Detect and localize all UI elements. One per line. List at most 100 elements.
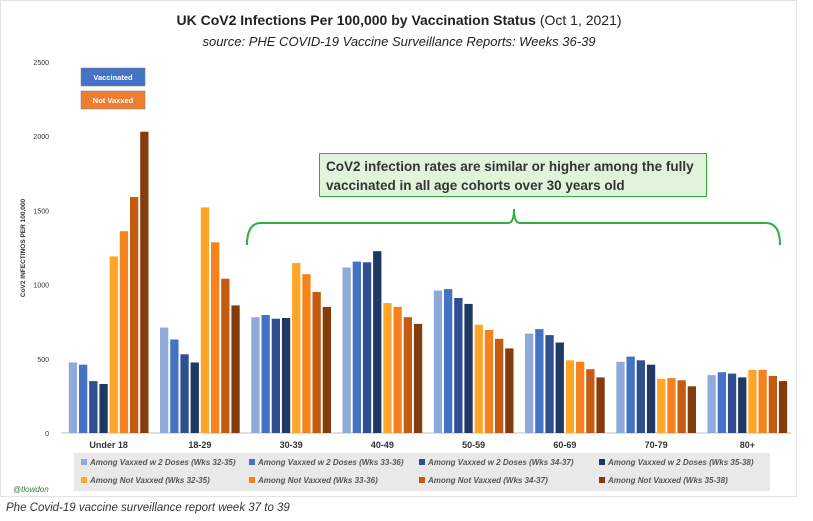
legend-swatch (81, 459, 87, 465)
inset-legend-label: Vaccinated (93, 73, 133, 82)
bar (352, 261, 361, 433)
bar (586, 369, 595, 433)
chart-svg: UK CoV2 Infections Per 100,000 by Vaccin… (20, 12, 791, 491)
x-tick-label: Under 18 (89, 440, 128, 450)
bar (474, 324, 483, 433)
bar (616, 361, 625, 433)
bar (707, 375, 716, 433)
bar (281, 318, 291, 433)
x-tick-label: 18-29 (188, 440, 211, 450)
bar (433, 290, 443, 433)
y-tick-label: 1500 (33, 208, 49, 215)
x-tick-label: 40-49 (371, 440, 394, 450)
bar (109, 256, 118, 433)
bar (657, 378, 666, 433)
image-caption: Phe Covid-19 vaccine surveillance report… (6, 502, 290, 514)
chart-title: UK CoV2 Infections Per 100,000 by Vaccin… (176, 12, 621, 28)
bar (454, 298, 463, 433)
chart-subtitle: source: PHE COVID-19 Vaccine Surveillanc… (202, 34, 595, 49)
bar (160, 327, 169, 433)
x-tick-label: 70-79 (645, 440, 668, 450)
bar (555, 342, 564, 433)
bar (545, 335, 554, 433)
x-tick-label: 80+ (740, 440, 755, 450)
bar (687, 386, 696, 433)
x-tick-label: 30-39 (280, 440, 303, 450)
bar (89, 381, 98, 433)
x-tick-label: 60-69 (553, 440, 576, 450)
bar (190, 362, 199, 433)
bar (231, 305, 240, 433)
legend-entry: Among Vaxxed w 2 Doses (Wks 32-35) (89, 458, 236, 467)
bar (525, 333, 534, 433)
y-tick-label: 1000 (33, 283, 49, 290)
legend-swatch (419, 459, 425, 465)
y-tick-label: 500 (37, 357, 49, 364)
bar (727, 373, 737, 433)
legend-entry: Among Not Vaxxed (Wks 35-38) (607, 476, 728, 485)
bar (362, 262, 372, 433)
bar (292, 263, 301, 433)
bar (576, 361, 585, 433)
bar (322, 306, 331, 433)
bar (505, 348, 514, 433)
bar (636, 360, 645, 433)
bar (717, 372, 726, 433)
annotation-bracket (246, 208, 781, 246)
inset-legend-swatch (80, 67, 146, 87)
legend-swatch (599, 477, 605, 483)
legend-swatch (599, 459, 605, 465)
bar (596, 377, 605, 433)
legend-entry: Among Vaxxed w 2 Doses (Wks 35-38) (607, 458, 754, 467)
bar (484, 329, 494, 433)
bar (677, 380, 686, 433)
legend-entry: Among Vaxxed w 2 Doses (Wks 34-37) (427, 458, 574, 467)
bar (413, 323, 423, 433)
bar (79, 364, 88, 433)
x-tick-label: 50-59 (462, 440, 485, 450)
bar (626, 356, 635, 433)
bar (768, 375, 777, 433)
inset-legend-swatch (80, 90, 146, 110)
bar (495, 338, 504, 433)
bar (403, 317, 412, 433)
legend-swatch (81, 477, 87, 483)
bar (271, 318, 280, 433)
bar (535, 329, 544, 433)
y-tick-label: 0 (45, 431, 49, 438)
bar (667, 378, 676, 433)
bar (200, 207, 210, 433)
legend-entry: Among Not Vaxxed (Wks 33-36) (257, 476, 378, 485)
y-axis-title: CoV2 INFECTINOS PER 100,000 (20, 198, 27, 297)
bar (565, 360, 575, 433)
bar (261, 315, 270, 433)
bar (383, 303, 392, 433)
legend-swatch (249, 477, 255, 483)
bar (778, 381, 788, 433)
bar (748, 369, 757, 433)
legend-swatch (419, 477, 425, 483)
legend-entry: Among Not Vaxxed (Wks 34-37) (427, 476, 548, 485)
bar (99, 384, 108, 433)
bar (646, 364, 656, 433)
credit-label: @tlowdon (13, 485, 49, 494)
bar (170, 339, 179, 433)
bar (302, 274, 311, 433)
bar (180, 354, 189, 433)
legend-entry: Among Vaxxed w 2 Doses (Wks 33-36) (257, 458, 404, 467)
bar (140, 131, 149, 433)
annotation-box: CoV2 infection rates are similar or high… (319, 153, 707, 197)
y-tick-label: 2000 (33, 134, 49, 141)
inset-legend-label: Not Vaxxed (93, 96, 134, 105)
bar (738, 377, 747, 433)
legend-swatch (249, 459, 255, 465)
bar (393, 306, 402, 433)
bar (211, 242, 220, 433)
bar (373, 251, 382, 433)
bar (221, 278, 230, 433)
bar (464, 303, 473, 433)
bar (68, 362, 78, 433)
chart-frame: UK CoV2 Infections Per 100,000 by Vaccin… (0, 0, 797, 497)
legend-entry: Among Not Vaxxed (Wks 32-35) (89, 476, 210, 485)
bar (312, 292, 321, 433)
